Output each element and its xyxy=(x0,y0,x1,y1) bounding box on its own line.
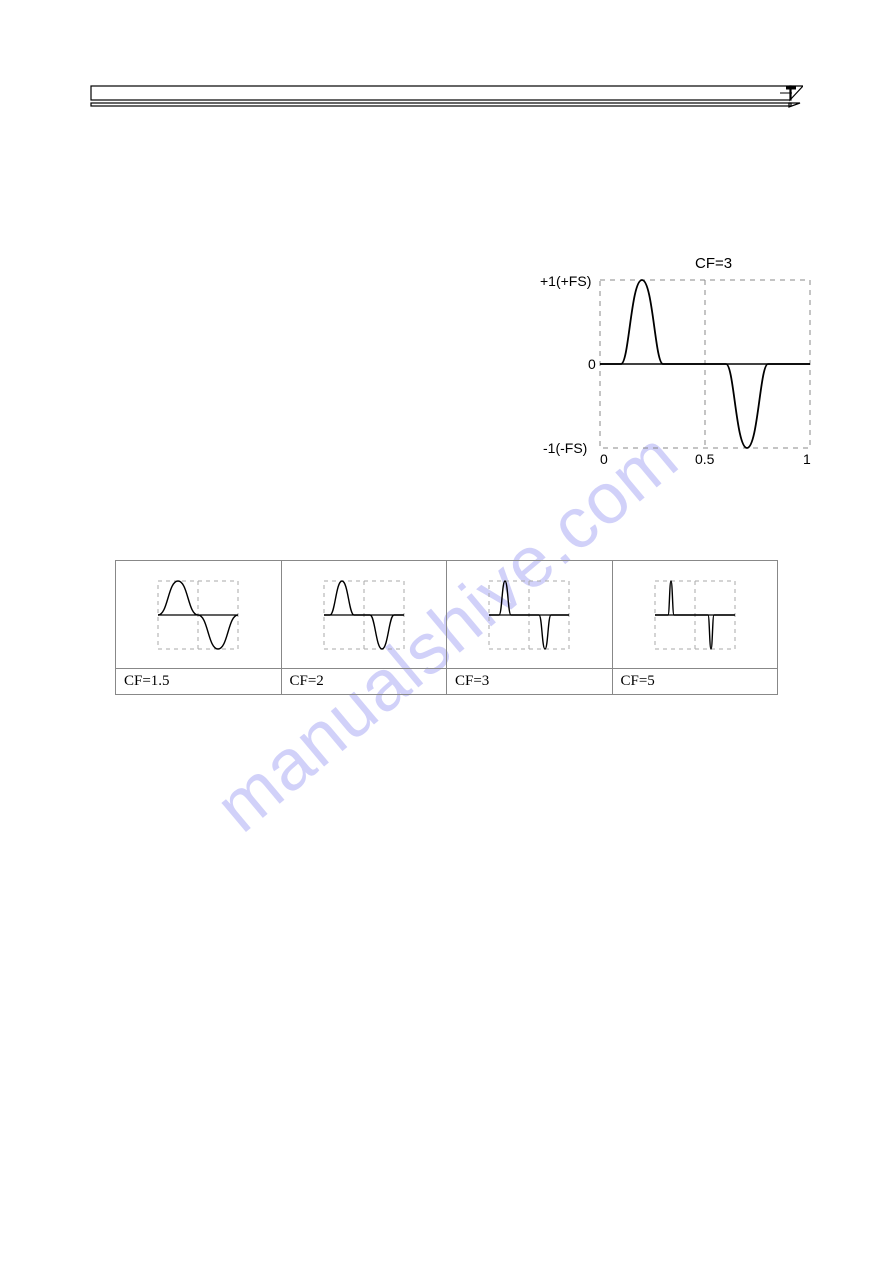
mini-chart-cell xyxy=(116,561,282,669)
main-chart: +1(+FS) 0 -1(-FS) 0 0.5 1 xyxy=(545,255,815,490)
mini-chart-cell xyxy=(447,561,613,669)
y-label-mid: 0 xyxy=(588,356,596,372)
mini-chart-cell xyxy=(612,561,778,669)
mini-chart-cell xyxy=(281,561,447,669)
y-label-bottom: -1(-FS) xyxy=(543,440,587,456)
cf-label: CF=2 xyxy=(281,669,447,695)
cf-chart-table: CF=1.5 CF=2 CF=3 CF=5 xyxy=(115,560,778,695)
table-row: CF=1.5 CF=2 CF=3 CF=5 xyxy=(116,669,778,695)
cf-label: CF=3 xyxy=(447,669,613,695)
y-label-top: +1(+FS) xyxy=(540,273,591,289)
table-row xyxy=(116,561,778,669)
x-label-right: 1 xyxy=(803,451,811,467)
cf-label: CF=1.5 xyxy=(116,669,282,695)
x-label-mid: 0.5 xyxy=(695,451,714,467)
x-label-left: 0 xyxy=(600,451,608,467)
page-header-frame xyxy=(90,85,803,117)
cf-label: CF=5 xyxy=(612,669,778,695)
